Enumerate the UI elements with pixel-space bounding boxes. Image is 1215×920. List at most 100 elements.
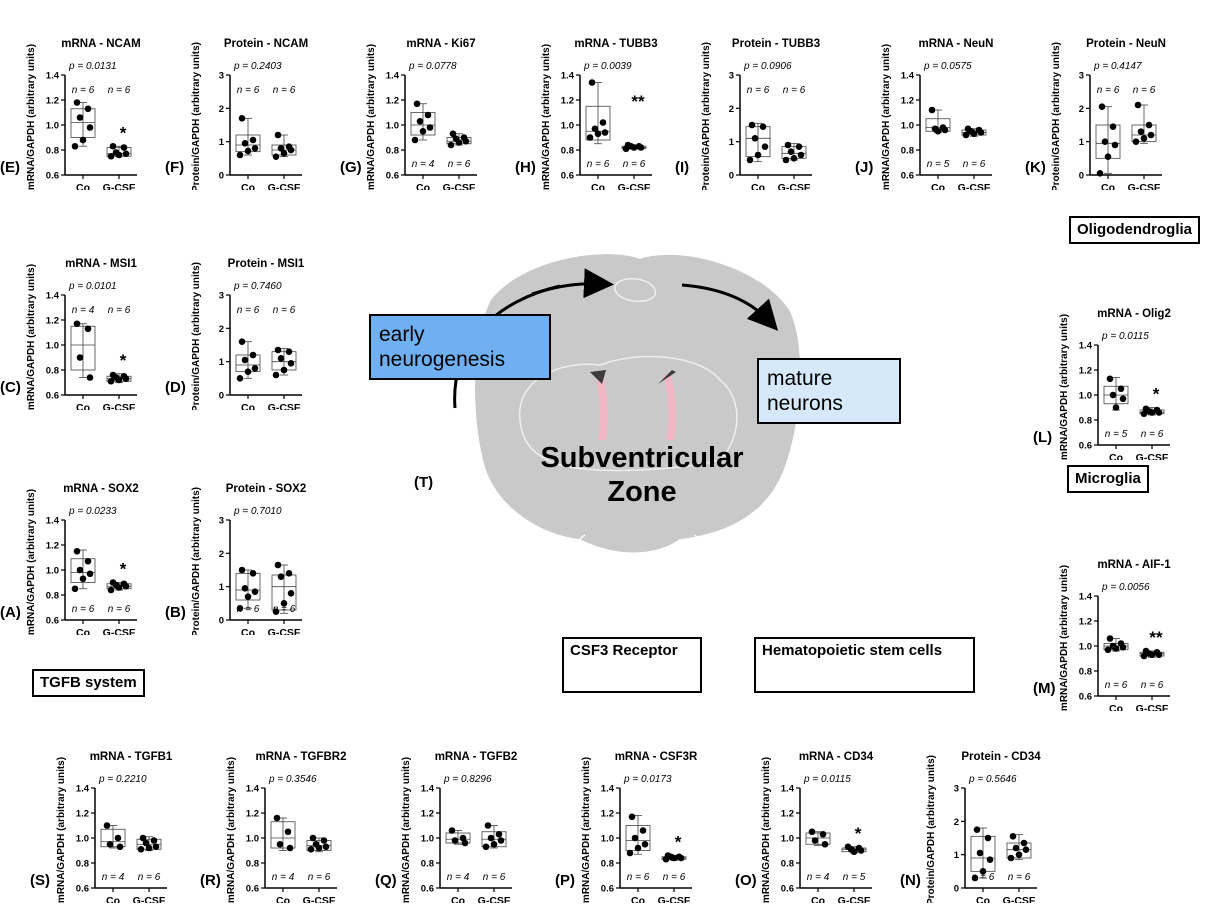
x-tick-label: G-CSF [1128, 182, 1161, 190]
data-point [1145, 121, 1153, 129]
data-point [86, 124, 94, 131]
chart-F: Protein - NCAM 0 1 2 3 Protein/GAPDH (arbitra… [191, 38, 308, 190]
x-tick-label: G-CSF [618, 182, 651, 190]
y-tick-label: 1.0 [246, 834, 259, 845]
y-tick-label: 2 [954, 817, 959, 828]
n-label: n = 4 [272, 872, 295, 883]
data-point [251, 588, 259, 595]
y-tick-label: 0.6 [46, 616, 59, 627]
n-label: n = 6 [1133, 85, 1156, 96]
data-point [1020, 839, 1028, 847]
y-tick-label: 1.2 [386, 96, 399, 107]
n-label: n = 4 [72, 305, 95, 316]
p-value: p = 0.0115 [1101, 331, 1149, 342]
data-point [71, 585, 79, 593]
chart-title: Protein - NeuN [1086, 38, 1166, 50]
data-point [821, 840, 829, 848]
box [1006, 842, 1032, 859]
data-point [941, 126, 949, 134]
n-label: n = 6 [963, 159, 986, 170]
p-value: p = 0.7010 [233, 506, 282, 517]
n-label: n = 6 [108, 604, 131, 615]
chart-title: Protein - MSI1 [228, 258, 305, 270]
box [585, 105, 611, 141]
data-point [484, 822, 492, 829]
data-point [759, 123, 767, 130]
box [70, 558, 96, 583]
data-point [249, 136, 257, 144]
data-point [751, 135, 759, 142]
p-value: p = 0.3546 [268, 774, 317, 785]
data-point [241, 140, 249, 147]
y-axis-label: mRNA/GAPDH (arbitrary units) [881, 44, 892, 190]
data-point [634, 844, 642, 852]
panel-label-O: (O) [735, 872, 757, 889]
data-point [115, 376, 123, 384]
y-tick-label: 0.8 [46, 366, 59, 377]
y-tick-label: 0 [954, 884, 959, 895]
chart-title: mRNA - TGFB1 [90, 751, 173, 763]
y-tick-label: 0.6 [46, 171, 59, 182]
y-tick-label: 1.0 [46, 121, 59, 132]
data-point [274, 131, 282, 139]
data-point [116, 843, 124, 851]
p-value: p = 0.0039 [583, 61, 632, 72]
data-point [1106, 635, 1114, 642]
data-point [272, 608, 280, 615]
box [270, 821, 296, 849]
y-tick-label: 0.8 [1079, 667, 1092, 678]
data-point [287, 360, 295, 367]
data-point [1109, 123, 1117, 130]
data-point [1111, 141, 1119, 149]
y-axis-label: mRNA/GAPDH (arbitrary units) [366, 44, 377, 190]
chart-R: mRNA - TGFBR2 0.6 0.8 1.0 1.2 1.4 mRNA/GAPDH (… [226, 751, 346, 903]
y-axis-label: Protein/GAPDH (arbitrary units) [926, 755, 937, 903]
data-point [461, 839, 469, 847]
chart-Q: mRNA - TGFB2 0.6 0.8 1.0 1.2 1.4 mRNA/GAPDH (a… [401, 751, 517, 903]
n-label: n = 6 [273, 85, 296, 96]
data-point [754, 151, 762, 159]
data-point [419, 127, 427, 135]
data-point [238, 338, 246, 345]
early-neurogenesis-box: early neurogenesis [369, 314, 551, 380]
x-tick-label: G-CSF [268, 627, 301, 635]
data-point [588, 79, 596, 86]
data-point [1155, 651, 1163, 659]
data-point [808, 828, 816, 836]
data-point [84, 557, 92, 565]
data-point [274, 346, 282, 354]
x-tick-label: Co [1101, 182, 1115, 190]
chart-O: mRNA - CD34 0.6 0.8 1.0 1.2 1.4 mRNA/GAPDH (ar… [761, 751, 874, 903]
section-tgfb-system: TGFB system [32, 669, 145, 697]
x-tick-label: G-CSF [478, 895, 511, 903]
data-point [639, 827, 647, 834]
y-axis-label: mRNA/GAPDH (arbitrary units) [226, 757, 237, 903]
data-point [122, 582, 130, 590]
data-point [973, 826, 981, 833]
chart-title: mRNA - CD34 [799, 751, 874, 763]
box [1131, 124, 1157, 143]
n-label: n = 6 [1105, 680, 1128, 691]
y-tick-label: 1.2 [901, 96, 914, 107]
y-tick-label: 1.4 [46, 291, 60, 302]
data-point [641, 840, 649, 848]
data-point [241, 356, 249, 364]
data-point [322, 843, 330, 851]
chart-P: mRNA - CSF3R 0.6 0.8 1.0 1.2 1.4 mRNA/GAPDH (a… [581, 751, 698, 903]
data-point [1119, 395, 1127, 403]
significance-marker: * [120, 123, 127, 142]
data-point [677, 854, 685, 862]
panel-label-R: (R) [200, 872, 221, 889]
p-value: p = 0.0056 [1101, 582, 1150, 593]
p-value: p = 0.0131 [68, 61, 117, 72]
y-tick-label: 1.4 [561, 71, 575, 82]
data-point [249, 570, 257, 577]
x-tick-label: Co [1109, 452, 1123, 460]
y-tick-label: 1.2 [1079, 366, 1092, 377]
y-tick-label: 1.2 [561, 96, 574, 107]
data-point [424, 111, 432, 119]
n-label: n = 6 [237, 604, 260, 615]
data-point [487, 834, 495, 842]
midline-structure [614, 278, 656, 302]
data-point [71, 142, 79, 150]
